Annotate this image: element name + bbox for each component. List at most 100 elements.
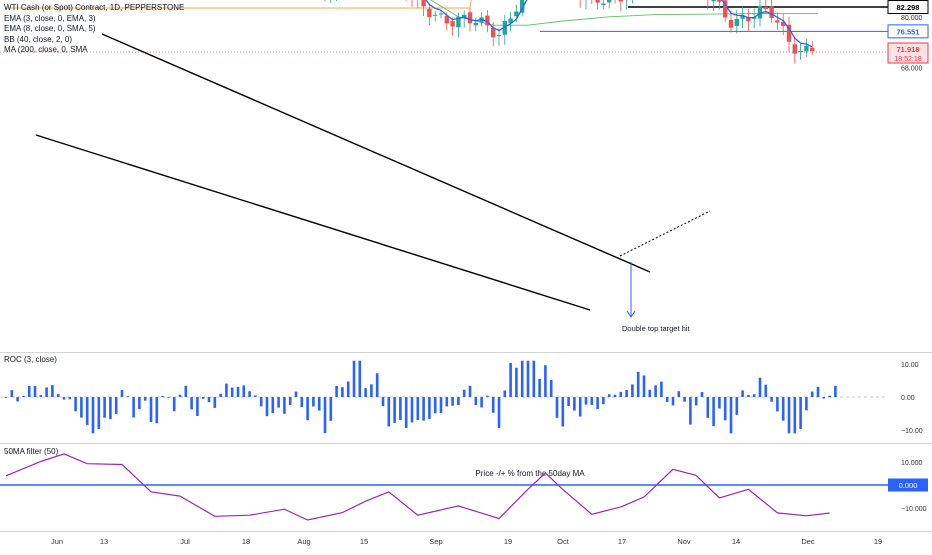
candle-body — [427, 8, 432, 18]
roc-bar — [822, 397, 826, 399]
candle-body — [467, 12, 473, 24]
candle-body — [485, 15, 490, 26]
roc-bar — [132, 397, 135, 418]
roc-bar — [654, 385, 657, 397]
roc-bar — [636, 371, 640, 397]
roc-bar — [416, 397, 420, 421]
roc-bar — [573, 397, 576, 411]
roc-bar — [567, 397, 570, 406]
roc-bar — [56, 393, 60, 397]
roc-bar — [381, 397, 385, 407]
roc-bar — [103, 397, 106, 418]
candle-body — [433, 14, 438, 16]
roc-bar — [706, 397, 710, 418]
channel-lower-trendline — [35, 134, 591, 311]
roc-bar — [190, 397, 193, 410]
roc-bar — [172, 397, 176, 412]
time-axis-tick: 14 — [732, 537, 740, 546]
roc-bar — [248, 391, 251, 397]
double-top-annotation: Double top target hit — [622, 324, 690, 333]
time-axis-tick: 19 — [874, 537, 882, 546]
legend-ema8[interactable]: EMA (8, close, 0, SMA, 5) — [4, 24, 96, 34]
roc-bar — [22, 395, 25, 397]
candle-body — [734, 18, 739, 26]
roc-bar — [671, 397, 675, 406]
roc-bar — [306, 397, 309, 421]
roc-bar — [399, 397, 402, 421]
roc-bar — [828, 395, 831, 397]
roc-bar — [323, 397, 327, 434]
roc-bar — [723, 397, 727, 421]
roc-bar — [764, 384, 768, 397]
roc-bar — [660, 381, 663, 397]
roc-bar — [729, 397, 733, 434]
candle-body — [473, 22, 478, 26]
roc-axis-tick: −10.00 — [901, 428, 923, 435]
time-axis-tick: Nov — [677, 537, 691, 546]
roc-bar — [549, 379, 553, 397]
roc-bar — [45, 387, 48, 397]
roc-bar — [167, 397, 170, 398]
roc-bar — [196, 397, 199, 416]
roc-bar — [375, 373, 379, 397]
candle-body — [607, 0, 612, 3]
candle-body — [438, 13, 444, 15]
roc-bar — [410, 397, 414, 423]
roc-bar — [138, 397, 141, 410]
roc-bar — [526, 360, 530, 397]
candle-body — [810, 47, 815, 52]
roc-bar — [120, 389, 124, 397]
roc-bar — [770, 397, 773, 402]
roc-bar — [10, 390, 14, 397]
time-axis-tick: Jun — [51, 537, 63, 546]
roc-bar — [68, 397, 72, 400]
roc-axis-tick: 0.00 — [901, 395, 915, 402]
roc-bar — [816, 386, 820, 397]
legend-ema3[interactable]: EMA (3, close, 0, EMA, 3) — [4, 13, 96, 23]
legend-bb[interactable]: BB (40, close, 2, 0) — [4, 34, 73, 44]
roc-bar — [457, 397, 460, 406]
roc-bar — [735, 397, 739, 415]
time-axis-tick: Aug — [297, 537, 310, 546]
bb-lower-band — [429, 0, 818, 26]
candle-body — [723, 0, 728, 18]
roc-bar — [503, 390, 507, 397]
roc-bar — [607, 394, 611, 397]
level-tag-82298-text: 82.298 — [897, 3, 920, 12]
candle-body — [421, 0, 426, 7]
roc-bar — [335, 385, 338, 397]
candle-body — [763, 7, 768, 9]
candle-body — [502, 20, 507, 35]
roc-bar — [665, 397, 669, 402]
candle-body — [491, 27, 496, 38]
roc-bar — [161, 395, 164, 397]
candle-body — [757, 6, 763, 19]
roc-bar — [317, 397, 321, 411]
symbol-title[interactable]: WTI Cash (or Spot) Contract, 1D, PEPPERS… — [4, 3, 185, 12]
roc-pane-title[interactable]: ROC (3, close) — [4, 355, 57, 364]
roc-bar — [787, 397, 791, 434]
roc-bar — [201, 397, 205, 399]
roc-bar — [712, 397, 715, 427]
roc-bar — [387, 397, 391, 427]
filter-pane-title[interactable]: 50MA filter (50) — [4, 447, 59, 456]
roc-bar — [404, 397, 408, 428]
roc-bar — [283, 397, 286, 414]
roc-bar — [219, 393, 222, 397]
roc-bar — [515, 367, 518, 397]
legend-ma200[interactable]: MA (200, close, 0, SMA — [4, 45, 88, 55]
roc-bar — [799, 397, 802, 429]
last-price-box — [887, 42, 929, 64]
candle-body — [781, 21, 786, 26]
candle-body — [618, 0, 623, 2]
candle-body — [444, 15, 449, 24]
roc-bar — [74, 397, 77, 412]
candle-body — [717, 0, 722, 2]
roc-bar — [631, 384, 634, 397]
roc-bar — [300, 397, 304, 408]
roc-bar — [718, 397, 721, 409]
roc-bar — [114, 397, 118, 414]
roc-bar — [700, 392, 704, 397]
roc-bar — [236, 386, 240, 397]
